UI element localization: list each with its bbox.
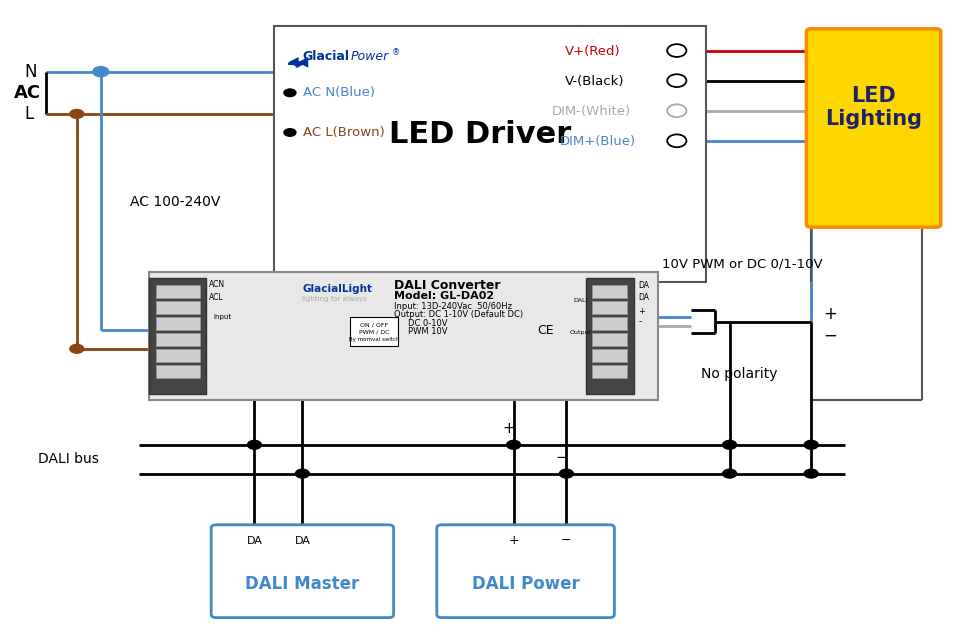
Text: Glacial: Glacial [302, 50, 349, 63]
Circle shape [295, 468, 310, 479]
FancyBboxPatch shape [592, 285, 627, 298]
Text: LED Driver: LED Driver [389, 120, 571, 149]
Text: ®: ® [392, 48, 400, 57]
Text: LED
Lighting: LED Lighting [825, 86, 923, 129]
Text: 10V PWM or DC 0/1-10V: 10V PWM or DC 0/1-10V [662, 257, 823, 270]
Text: DA: DA [638, 281, 649, 290]
Text: DALI bus: DALI bus [38, 452, 99, 466]
Circle shape [804, 468, 819, 479]
Text: ACL: ACL [209, 293, 224, 302]
Text: By momval switch: By momval switch [349, 337, 399, 342]
Circle shape [667, 44, 686, 57]
Circle shape [804, 440, 819, 450]
Text: −: − [824, 327, 837, 345]
FancyBboxPatch shape [156, 365, 200, 378]
FancyBboxPatch shape [149, 272, 658, 400]
Text: ACN: ACN [209, 280, 226, 289]
FancyBboxPatch shape [274, 26, 706, 282]
FancyBboxPatch shape [156, 317, 200, 330]
Text: PWM 10V: PWM 10V [408, 327, 447, 336]
Text: −: − [562, 534, 571, 547]
Text: +: + [508, 534, 519, 547]
Text: AC 100-240V: AC 100-240V [130, 195, 220, 209]
Text: No polarity: No polarity [701, 367, 778, 381]
Text: +: + [824, 305, 837, 323]
Text: −: − [555, 450, 568, 465]
FancyBboxPatch shape [437, 525, 614, 618]
Text: N: N [24, 63, 36, 81]
Text: ON / OFF: ON / OFF [360, 323, 389, 328]
Text: Output: Output [570, 330, 591, 335]
Text: DALI Converter: DALI Converter [394, 279, 500, 292]
Text: AC: AC [14, 84, 41, 102]
FancyBboxPatch shape [350, 317, 398, 346]
Circle shape [667, 134, 686, 147]
FancyBboxPatch shape [149, 278, 206, 394]
Text: Power: Power [350, 50, 389, 63]
Text: DALI Power: DALI Power [471, 575, 580, 593]
Text: Model: GL-DA02: Model: GL-DA02 [394, 291, 493, 301]
Text: PWM / DC: PWM / DC [359, 329, 390, 334]
FancyBboxPatch shape [156, 333, 200, 346]
Circle shape [92, 66, 109, 77]
FancyBboxPatch shape [806, 29, 941, 227]
FancyBboxPatch shape [592, 349, 627, 362]
FancyBboxPatch shape [211, 525, 394, 618]
Circle shape [283, 128, 297, 137]
Text: DIM-(White): DIM-(White) [552, 105, 631, 118]
Text: DIM+(Blue): DIM+(Blue) [560, 135, 636, 148]
Text: V+(Red): V+(Red) [564, 45, 620, 58]
Circle shape [283, 88, 297, 97]
Circle shape [559, 468, 574, 479]
Text: Input: Input [213, 314, 231, 320]
Text: +: + [638, 307, 645, 316]
FancyBboxPatch shape [592, 333, 627, 346]
Text: Output: DC 1-10V (Default DC): Output: DC 1-10V (Default DC) [394, 310, 523, 319]
FancyBboxPatch shape [156, 285, 200, 298]
FancyBboxPatch shape [592, 301, 627, 314]
Text: DALI Master: DALI Master [245, 575, 360, 593]
Text: +: + [502, 421, 516, 436]
Circle shape [667, 74, 686, 87]
Text: -: - [638, 317, 641, 326]
Circle shape [506, 440, 521, 450]
Text: Input: 13D-240Vac  50/60Hz: Input: 13D-240Vac 50/60Hz [394, 302, 512, 311]
Text: DALI: DALI [574, 298, 588, 303]
FancyBboxPatch shape [156, 301, 200, 314]
Circle shape [722, 440, 737, 450]
Circle shape [722, 468, 737, 479]
Text: DC 0-10V: DC 0-10V [408, 319, 447, 328]
Text: GlacialLight: GlacialLight [302, 284, 372, 294]
FancyBboxPatch shape [592, 365, 627, 378]
Text: CE: CE [538, 324, 554, 337]
Text: DA: DA [247, 536, 262, 546]
FancyBboxPatch shape [586, 278, 634, 394]
Text: ◀◀: ◀◀ [288, 54, 309, 68]
FancyBboxPatch shape [156, 349, 200, 362]
Text: AC L(Brown): AC L(Brown) [303, 126, 385, 139]
Text: DA: DA [295, 536, 310, 546]
Circle shape [247, 440, 262, 450]
FancyBboxPatch shape [592, 317, 627, 330]
Circle shape [69, 344, 84, 354]
Text: DA: DA [638, 293, 649, 302]
Text: V-(Black): V-(Black) [564, 75, 624, 88]
Text: AC N(Blue): AC N(Blue) [303, 86, 375, 99]
Text: L: L [24, 105, 34, 123]
Circle shape [667, 104, 686, 117]
Text: lighting for always: lighting for always [302, 296, 367, 302]
Circle shape [69, 109, 84, 119]
